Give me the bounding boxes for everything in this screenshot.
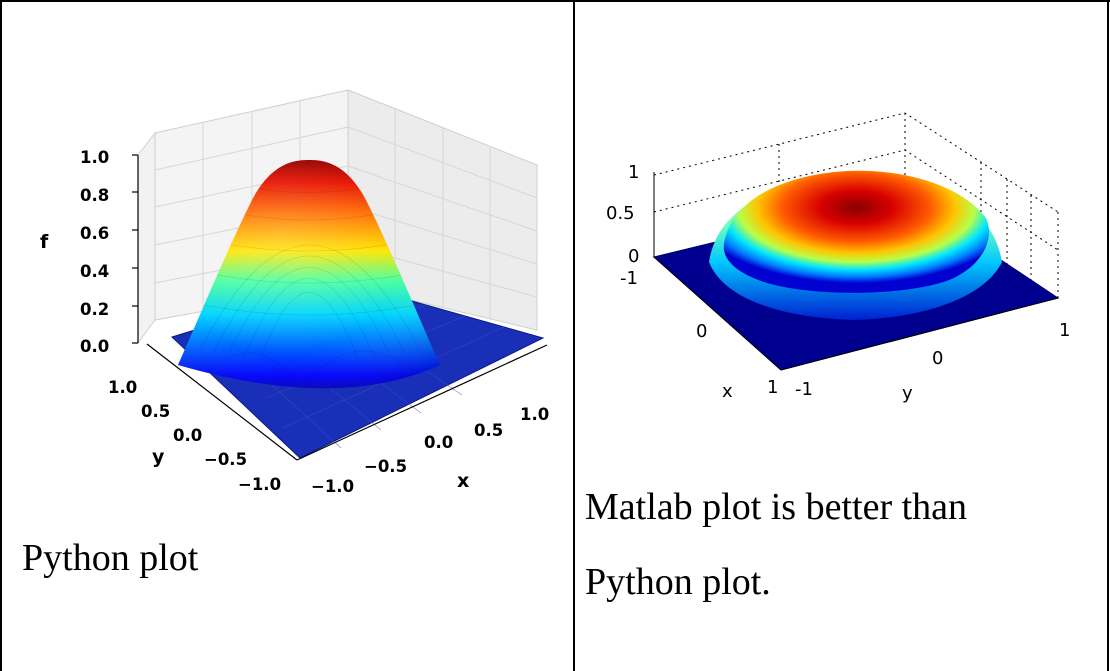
matlab-surface-plot: 1 0.5 0 -1 0 1 x -1 0 1 y bbox=[606, 112, 1070, 404]
python-y-tick-0.0: 0.0 bbox=[173, 426, 202, 445]
matlab-y-tick-neg1: -1 bbox=[795, 379, 813, 400]
python-back-pane-left bbox=[137, 131, 156, 345]
python-z-tick-0.6: 0.6 bbox=[80, 224, 109, 243]
matlab-y-tick-0: 0 bbox=[932, 348, 943, 369]
table-cell-matlab: 1 0.5 0 -1 0 1 x -1 0 1 y Matlab plot is… bbox=[574, 0, 1110, 671]
matlab-z-tick-labels: 1 0.5 0 bbox=[606, 162, 639, 267]
matlab-x-axis-line bbox=[653, 256, 782, 371]
matlab-x-tick-labels: -1 0 1 bbox=[620, 268, 778, 398]
table-border-right bbox=[1107, 0, 1109, 671]
matlab-z-tick-1: 1 bbox=[628, 162, 639, 183]
matlab-z-tick-0: 0 bbox=[628, 246, 639, 267]
python-y-tick-labels: 1.0 0.5 0.0 −0.5 −1.0 bbox=[108, 378, 281, 494]
python-surface-plot: 1.0 0.8 0.6 0.4 0.2 0.0 f 1.0 0.5 0.0 −0… bbox=[40, 89, 549, 496]
matlab-caption-line-2: Python plot. bbox=[585, 561, 771, 603]
matlab-y-axis-label: y bbox=[902, 383, 913, 404]
matlab-x-tick-neg1: -1 bbox=[620, 268, 638, 289]
python-z-axis-label: f bbox=[40, 231, 49, 253]
table-column-divider bbox=[573, 0, 575, 671]
matlab-dome-top bbox=[723, 170, 989, 293]
python-z-tick-1.0: 1.0 bbox=[80, 148, 109, 167]
python-y-tick-neg1.0: −1.0 bbox=[238, 475, 281, 494]
python-x-tick-labels: −1.0 −0.5 0.0 0.5 1.0 bbox=[311, 405, 549, 496]
python-z-tick-0.0: 0.0 bbox=[80, 337, 109, 356]
table-border-left bbox=[0, 0, 2, 671]
python-x-tick-0.5: 0.5 bbox=[474, 421, 503, 440]
table-border-top bbox=[0, 0, 1110, 2]
python-y-tick-1.0: 1.0 bbox=[108, 378, 137, 397]
matlab-x-axis-label: x bbox=[722, 381, 733, 402]
matlab-y-axis-line bbox=[780, 297, 1059, 371]
python-x-tick-0.0: 0.0 bbox=[424, 433, 453, 452]
python-z-tick-labels: 1.0 0.8 0.6 0.4 0.2 0.0 bbox=[80, 148, 109, 356]
matlab-x-tick-1: 1 bbox=[767, 377, 778, 398]
python-y-tick-neg0.5: −0.5 bbox=[204, 450, 247, 469]
python-x-axis-line bbox=[296, 344, 548, 461]
matlab-y-tick-1: 1 bbox=[1059, 320, 1070, 341]
python-z-tick-0.2: 0.2 bbox=[80, 300, 109, 319]
python-x-tick-neg0.5: −0.5 bbox=[364, 457, 407, 476]
python-y-axis-line bbox=[146, 343, 298, 461]
table-cell-python: 1.0 0.8 0.6 0.4 0.2 0.0 f 1.0 0.5 0.0 −0… bbox=[22, 89, 549, 579]
matlab-z-tick-0.5: 0.5 bbox=[606, 203, 635, 224]
python-z-tick-0.8: 0.8 bbox=[80, 186, 109, 205]
python-y-tick-0.5: 0.5 bbox=[141, 402, 170, 421]
matlab-x-tick-0: 0 bbox=[696, 321, 707, 342]
python-y-axis-label: y bbox=[152, 446, 165, 468]
python-x-tick-1.0: 1.0 bbox=[520, 405, 549, 424]
python-z-tick-0.4: 0.4 bbox=[80, 262, 109, 281]
python-x-axis-label: x bbox=[457, 470, 469, 492]
python-plot-caption: Python plot bbox=[22, 537, 199, 579]
python-z-axis bbox=[132, 154, 139, 344]
matlab-caption-line-1: Matlab plot is better than bbox=[585, 486, 968, 528]
python-x-tick-neg1.0: −1.0 bbox=[311, 477, 354, 496]
matlab-y-tick-labels: -1 0 1 bbox=[795, 320, 1070, 400]
